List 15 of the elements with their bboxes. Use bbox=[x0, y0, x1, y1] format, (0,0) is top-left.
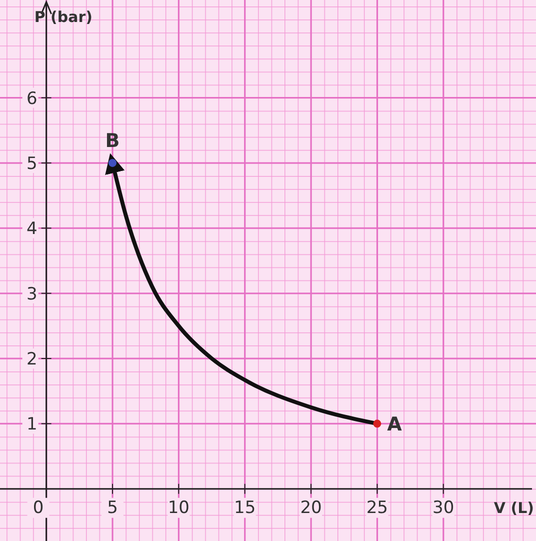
x-tick-label: 25 bbox=[366, 498, 388, 518]
y-tick-label: 2 bbox=[26, 349, 38, 370]
x-tick-label: 15 bbox=[234, 498, 256, 518]
x-tick-label: 5 bbox=[107, 498, 118, 518]
x-tick-label: 30 bbox=[432, 498, 454, 518]
x-tick-label: 20 bbox=[300, 498, 322, 518]
y-tick-label: 3 bbox=[26, 284, 38, 304]
y-tick-label: 1 bbox=[26, 414, 38, 435]
y-tick-label: 6 bbox=[26, 88, 38, 109]
y-axis-title: P (bar) bbox=[34, 8, 93, 26]
y-tick-label: 5 bbox=[26, 154, 38, 174]
x-axis-title: V (L) bbox=[494, 498, 534, 517]
y-tick-label: 4 bbox=[26, 219, 38, 240]
x-tick-label: 10 bbox=[168, 498, 190, 518]
x-tick-label: 0 bbox=[32, 498, 44, 518]
